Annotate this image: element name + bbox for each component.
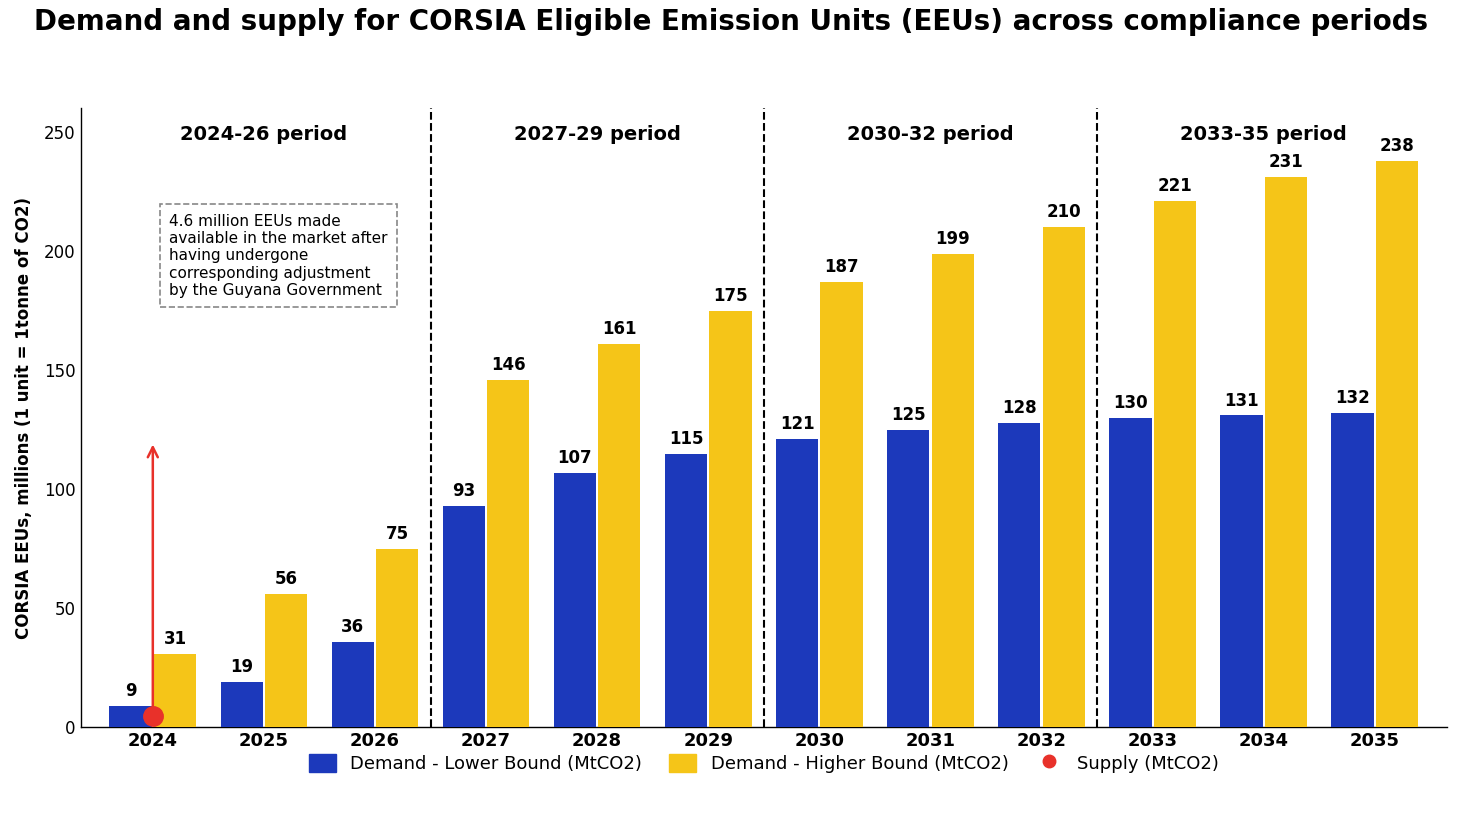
Text: 2024-26 period: 2024-26 period [180, 125, 348, 144]
Text: 93: 93 [452, 482, 475, 500]
Text: 2033-35 period: 2033-35 period [1180, 125, 1347, 144]
Text: 31: 31 [164, 630, 187, 648]
Bar [154, 654, 196, 727]
Bar [776, 439, 819, 727]
Text: 107: 107 [557, 449, 592, 467]
Text: 2030-32 period: 2030-32 period [846, 125, 1013, 144]
Bar [376, 549, 418, 727]
Text: 175: 175 [713, 286, 747, 305]
Text: 199: 199 [936, 229, 969, 248]
Text: 132: 132 [1335, 389, 1370, 407]
Bar [221, 682, 263, 727]
Text: 36: 36 [341, 617, 364, 636]
Text: 75: 75 [386, 525, 409, 543]
Bar [554, 473, 596, 727]
Bar [1154, 202, 1196, 727]
Text: 125: 125 [890, 406, 925, 424]
Bar [1221, 416, 1263, 727]
Bar [110, 706, 152, 727]
Text: 210: 210 [1047, 203, 1080, 222]
Bar [820, 282, 863, 727]
Bar [1265, 177, 1307, 727]
Bar [665, 454, 708, 727]
Text: 238: 238 [1380, 137, 1414, 155]
Bar [443, 506, 485, 727]
Bar [999, 423, 1041, 727]
Text: 2027-29 period: 2027-29 period [513, 125, 681, 144]
Text: 187: 187 [825, 258, 858, 276]
Text: 128: 128 [1001, 399, 1037, 417]
Bar [265, 594, 307, 727]
Y-axis label: CORSIA EEUs, millions (1 unit = 1tonne of CO2): CORSIA EEUs, millions (1 unit = 1tonne o… [15, 197, 34, 639]
Text: 56: 56 [275, 570, 298, 588]
Text: 161: 161 [602, 320, 636, 339]
Bar [887, 430, 930, 727]
Text: Demand and supply for CORSIA Eligible Emission Units (EEUs) across compliance pe: Demand and supply for CORSIA Eligible Em… [34, 8, 1428, 36]
Bar [1332, 413, 1374, 727]
Bar [709, 311, 751, 727]
Text: 221: 221 [1158, 177, 1192, 195]
Legend: Demand - Lower Bound (MtCO2), Demand - Higher Bound (MtCO2), Supply (MtCO2): Demand - Lower Bound (MtCO2), Demand - H… [301, 747, 1227, 780]
Bar [1376, 160, 1418, 727]
Text: 115: 115 [668, 429, 703, 448]
Bar [487, 380, 529, 727]
Text: 131: 131 [1224, 391, 1259, 410]
Text: 19: 19 [230, 659, 253, 676]
Bar [1110, 417, 1152, 727]
Bar [1042, 228, 1085, 727]
Text: 231: 231 [1269, 154, 1303, 171]
Bar [931, 254, 974, 727]
Text: 146: 146 [491, 356, 526, 374]
Bar [598, 344, 640, 727]
Text: 130: 130 [1113, 394, 1148, 412]
Text: 9: 9 [124, 682, 136, 700]
Text: 4.6 million EEUs made
available in the market after
having undergone
correspondi: 4.6 million EEUs made available in the m… [170, 213, 387, 298]
Bar [332, 642, 374, 727]
Text: 121: 121 [779, 415, 814, 433]
